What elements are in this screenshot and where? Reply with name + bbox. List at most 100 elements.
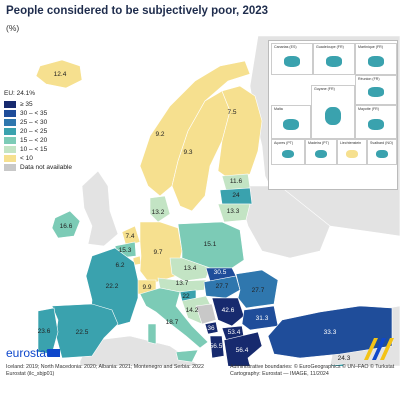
value-label-SI: 22 [182, 293, 190, 300]
region-UK [81, 170, 119, 247]
region-EL [223, 331, 263, 366]
value-label-AL: 56.5 [210, 343, 223, 350]
legend-swatch [4, 110, 16, 117]
inset-region-shape [326, 56, 342, 67]
inset-region-shape [283, 118, 299, 130]
inset-label: Canarias (ES) [274, 45, 297, 49]
value-label-FR: 22.2 [106, 283, 119, 290]
region-LV [219, 187, 253, 205]
region-ME [204, 321, 219, 335]
region-IE [51, 210, 81, 239]
region-HU [203, 275, 241, 299]
legend-item: < 10 [4, 154, 72, 163]
legend-swatch [4, 155, 16, 162]
region-TR [267, 305, 393, 359]
legend-label: 25 – < 30 [20, 119, 48, 126]
region-CY [325, 363, 345, 366]
region-PT [37, 307, 59, 355]
inset-label: Martinique (FR) [358, 45, 383, 49]
credits: Administrative boundaries: © EuroGeograp… [230, 364, 394, 377]
eurostat-logo: eurostat [6, 346, 50, 360]
inset-map: Guadeloupe (FR) [313, 43, 355, 75]
legend-item: ≥ 35 [4, 100, 72, 109]
legend-swatch [4, 101, 16, 108]
inset-label: Réunion (FR) [358, 77, 380, 81]
value-label-HR: 14.2 [186, 307, 199, 314]
inset-map: Guyane (FR) [311, 85, 355, 139]
inset-label: Guyane (FR) [314, 87, 335, 91]
region-LT [217, 203, 251, 223]
inset-label: Madeira (PT) [308, 141, 329, 145]
legend: EU: 24.1% ≥ 35 30 – < 35 25 – < 30 20 – < 2… [4, 90, 72, 172]
value-label-NL: 7.4 [125, 233, 134, 240]
inset-region-shape [284, 56, 300, 67]
value-label-AT: 13.7 [176, 280, 189, 287]
inset-label: Açores (PT) [274, 141, 294, 145]
value-label-DE: 9.7 [153, 249, 162, 256]
inset-map: Mayotte (FR) [355, 105, 397, 139]
value-label-TR: 33.3 [324, 329, 337, 336]
credit-cartography: Cartography: Eurostat — IMAGE, 11/2024 [230, 370, 329, 377]
value-label-PL: 15.1 [204, 241, 217, 248]
eu-flag-icon [48, 349, 60, 357]
value-label-NO: 9.2 [155, 131, 164, 138]
inset-map: Açores (PT) [271, 139, 305, 165]
legend-item: 25 – < 30 [4, 118, 72, 127]
legend-label: 30 – < 35 [20, 110, 48, 117]
value-label-RS: 42.6 [222, 307, 235, 314]
footnotes: Iceland: 2019; North Macedonia: 2020; Al… [6, 364, 204, 377]
region-RO [235, 269, 279, 309]
region-IT [139, 287, 209, 349]
legend-label: ≥ 35 [20, 101, 33, 108]
inset-map: Malta [271, 105, 311, 139]
eu-average-label: EU: 24.1% [4, 90, 36, 97]
footnote-years: Iceland: 2019; North Macedonia: 2020; Al… [6, 364, 204, 370]
legend-swatch [4, 119, 16, 126]
value-label-CY: 24.3 [338, 355, 351, 362]
decorative-stripes-icon [364, 338, 394, 360]
region-DK [149, 195, 171, 223]
footnote-source: Eurostat (ilc_sbjp01) [6, 370, 55, 377]
inset-map: Canarias (ES) [271, 43, 313, 75]
region-IT-sardinia [147, 323, 157, 345]
inset-region-shape [281, 149, 295, 158]
inset-label: Liechtenstein [340, 141, 362, 145]
legend-item: 30 – < 35 [4, 109, 72, 118]
inset-map: Martinique (FR) [355, 43, 397, 75]
inset-label: Guadeloupe (FR) [316, 45, 344, 49]
inset-region-shape [315, 149, 327, 158]
value-label-HU: 27.7 [216, 283, 229, 290]
value-label-DK: 13.2 [152, 209, 165, 216]
legend-swatch [4, 164, 16, 171]
value-label-PT: 23.6 [38, 328, 51, 335]
legend-label: < 10 [20, 155, 33, 162]
value-label-LT: 13.3 [227, 208, 240, 215]
legend-item: 20 – < 25 [4, 127, 72, 136]
legend-item: Data not available [4, 163, 72, 172]
region-IS [35, 59, 83, 89]
map-subtitle: (%) [6, 23, 20, 33]
legend-label: 15 – < 20 [20, 137, 48, 144]
inset-region-shape [324, 106, 342, 125]
value-label-IT: 18.7 [166, 319, 179, 326]
inset-label: Svalbard (NO) [370, 141, 393, 145]
inset-region-shape [376, 149, 388, 158]
inset-map: Liechtenstein [337, 139, 367, 165]
region-FI [217, 85, 263, 182]
value-label-LU: 6.2 [115, 262, 124, 269]
inset-region-shape [346, 149, 358, 158]
value-label-SE: 9.3 [183, 149, 192, 156]
value-label-BE: 15.3 [119, 247, 132, 254]
value-label-CH: 9.9 [142, 284, 151, 291]
inset-map: Svalbard (NO) [367, 139, 397, 165]
value-label-ES: 22.5 [76, 329, 89, 336]
value-label-EE: 11.6 [230, 178, 243, 185]
region-BG [241, 305, 279, 331]
region-RS [211, 297, 245, 327]
inset-panel: Canarias (ES) Guadeloupe (FR) Martinique (… [268, 40, 398, 190]
credit-boundaries: Administrative boundaries: © EuroGeograp… [230, 364, 395, 370]
inset-map: Madeira (PT) [305, 139, 337, 165]
value-label-IE: 16.6 [60, 223, 73, 230]
legend-swatch [4, 137, 16, 144]
value-label-LV: 24 [232, 192, 240, 199]
